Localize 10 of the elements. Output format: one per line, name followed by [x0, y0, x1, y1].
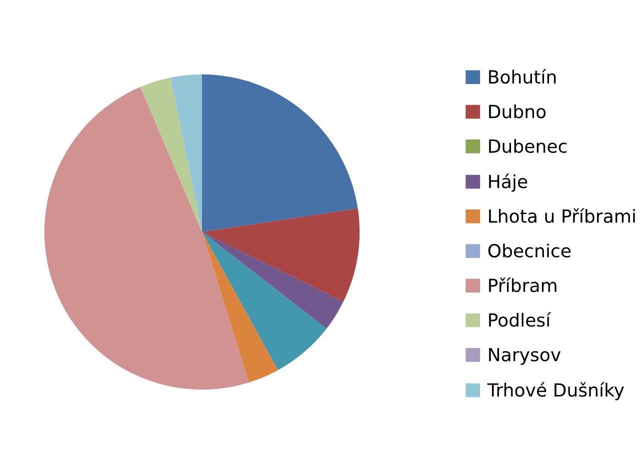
legend-label: Dubno: [489, 104, 546, 118]
legend-label: Dubenec: [489, 138, 567, 153]
legend-label: Podlesí: [489, 312, 552, 327]
legend-label: Narysov: [489, 348, 561, 365]
legend-label: Háje: [489, 174, 528, 192]
legend-label: Příbram: [489, 277, 556, 292]
legend-label: Obecnice: [488, 244, 571, 258]
legend-label: Bohutín: [489, 68, 556, 84]
legend-label: Lhota u Příbrami: [489, 208, 635, 223]
legend-label: Trhové Dušníky: [487, 382, 624, 400]
